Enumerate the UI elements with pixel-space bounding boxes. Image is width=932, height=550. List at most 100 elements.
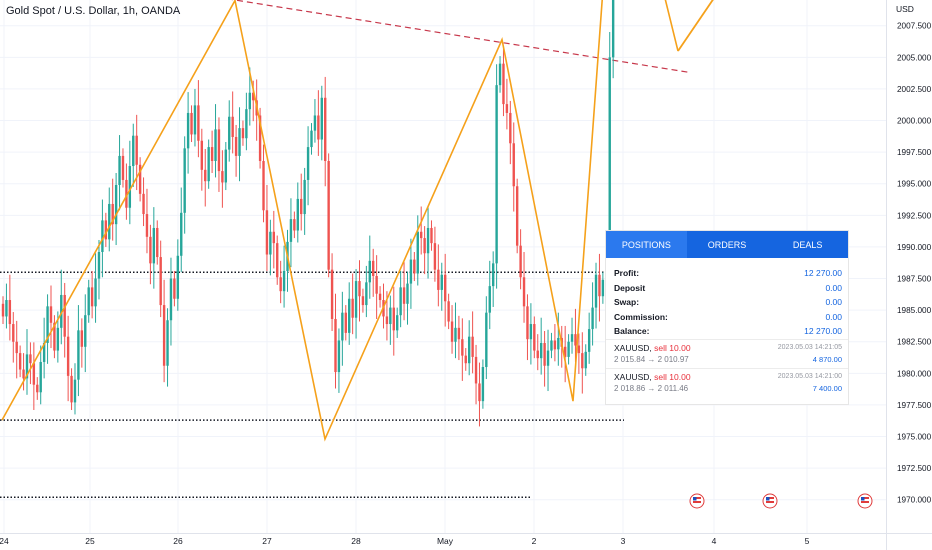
- stat-value: 0.00: [825, 311, 842, 322]
- candle-up: [396, 307, 399, 338]
- candle-body: [365, 282, 368, 306]
- candle-body: [348, 298, 351, 333]
- price-tick-label: 2000.000: [897, 117, 932, 126]
- candle-body: [183, 148, 186, 213]
- candle-body: [440, 274, 443, 290]
- time-tick-label: 27: [262, 536, 272, 546]
- trading-panel: POSITIONS ORDERS DEALS Profit: 12 270.00 …: [606, 231, 848, 404]
- candle-down: [317, 90, 320, 156]
- candle-body: [337, 340, 341, 373]
- candle-down: [293, 211, 296, 239]
- candle-body: [231, 116, 234, 137]
- candle-body: [413, 259, 416, 274]
- candle-up: [289, 198, 293, 268]
- tab-deals[interactable]: DEALS: [792, 239, 823, 250]
- candle-body: [478, 383, 481, 402]
- projection-arrow: [677, 0, 714, 52]
- candle-body: [217, 129, 221, 172]
- price-tick-label: 1977.500: [897, 401, 932, 410]
- candle-body: [87, 287, 90, 316]
- candle-up: [557, 312, 560, 366]
- tab-orders[interactable]: ORDERS: [707, 239, 747, 250]
- position-row[interactable]: XAUUSD, sell 10.00 2023.05.03 14:21:05 2…: [606, 338, 848, 368]
- candle-body: [423, 238, 426, 254]
- candle-body: [245, 109, 248, 139]
- candle-body: [276, 243, 279, 278]
- stat-label: Profit:: [614, 268, 640, 279]
- candle-up: [320, 85, 323, 161]
- time-tick-label: May: [437, 536, 454, 546]
- position-row[interactable]: XAUUSD, sell 10.00 2023.05.03 14:21:00 2…: [606, 367, 848, 397]
- candle-body: [324, 97, 327, 161]
- panel-tabs: POSITIONS ORDERS DEALS: [606, 231, 848, 258]
- chart-drawings: [1, 0, 714, 442]
- candle-up: [365, 265, 368, 318]
- candle-body: [193, 105, 197, 135]
- flag-icon: [689, 493, 705, 509]
- candle-body: [437, 269, 440, 290]
- candle-body: [505, 104, 509, 113]
- position-prices: 2 018.86 → 2 011.46: [614, 383, 689, 393]
- candle-body: [598, 274, 601, 297]
- flag-icon: [762, 493, 778, 509]
- candle-down: [553, 324, 557, 362]
- candle-down: [478, 362, 481, 427]
- candle-down: [450, 305, 454, 354]
- candle-down: [392, 286, 395, 356]
- candle-body: [80, 330, 84, 347]
- candle-body: [234, 136, 238, 156]
- price-tick-label: 1985.000: [897, 306, 932, 315]
- flag-canton: [861, 497, 865, 501]
- candle-body: [289, 219, 293, 242]
- candle-body: [303, 179, 306, 215]
- candle-down: [536, 334, 539, 371]
- candle-body: [375, 276, 378, 294]
- candle-up: [176, 239, 180, 311]
- candle-down: [361, 288, 365, 313]
- candle-body: [39, 361, 42, 393]
- candle-body: [409, 259, 413, 284]
- candle-up: [529, 303, 533, 365]
- candle-up: [310, 123, 313, 155]
- candle-body: [491, 263, 495, 287]
- candle-body: [8, 300, 12, 325]
- candlestick-series: [1, 0, 615, 427]
- price-tick-label: 1972.500: [897, 464, 932, 473]
- candle-down: [464, 348, 467, 371]
- candle-down: [505, 78, 509, 130]
- candle-down: [574, 308, 577, 362]
- candle-body: [433, 243, 437, 270]
- candle-up: [354, 269, 358, 339]
- candle-body: [73, 379, 77, 403]
- candle-body: [149, 236, 152, 264]
- candle-up: [611, 0, 615, 79]
- candle-up: [467, 320, 471, 376]
- candle-body: [461, 339, 464, 356]
- candle-up: [306, 126, 310, 206]
- time-tick-label: 28: [351, 536, 361, 546]
- candle-up: [567, 334, 570, 365]
- candle-up: [296, 182, 299, 243]
- flag-stripe: [766, 497, 774, 499]
- candle-down: [90, 270, 94, 319]
- price-tick-label: 1970.000: [897, 496, 932, 505]
- candle-body: [351, 298, 354, 318]
- candle-down: [138, 157, 142, 202]
- candle-body: [145, 214, 149, 237]
- candle-body: [125, 179, 128, 208]
- candle-up: [282, 245, 286, 308]
- candle-down: [262, 144, 265, 223]
- candle-body: [12, 324, 15, 342]
- candle-body: [258, 115, 262, 161]
- candle-body: [138, 164, 142, 194]
- candle-body: [495, 85, 498, 264]
- candle-body: [176, 255, 180, 299]
- tab-positions[interactable]: POSITIONS: [606, 231, 687, 258]
- candle-down: [197, 80, 200, 158]
- candle-body: [207, 147, 210, 182]
- candle-up: [389, 295, 392, 345]
- stat-balance: Balance: 12 270.00: [614, 324, 842, 339]
- candle-down: [519, 229, 522, 290]
- candle-down: [32, 342, 36, 410]
